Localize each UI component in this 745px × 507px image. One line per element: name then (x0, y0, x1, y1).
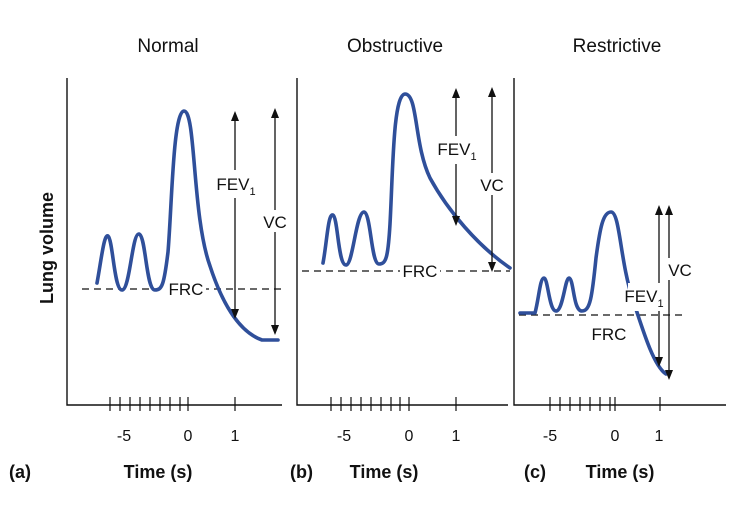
panel-title-obstructive: Obstructive (347, 36, 443, 57)
tick-label-0-normal: 0 (184, 428, 193, 445)
tick-label-1-obstructive: 1 (452, 428, 461, 445)
panel-letter-a: (a) (9, 462, 31, 482)
volume-curve-obstructive (321, 92, 512, 270)
vc-label-restrictive: VC (668, 261, 692, 280)
axis-normal (66, 78, 282, 406)
tick-label-1-restrictive: 1 (655, 428, 664, 445)
tick-label-minus5-obstructive: -5 (337, 428, 351, 445)
volume-curve-normal (95, 109, 280, 342)
y-axis-label: Lung volume (37, 192, 57, 304)
ticks-obstructive (330, 397, 457, 411)
ticks-restrictive (549, 397, 661, 411)
fev1-label-obstructive: FEV1 (437, 140, 476, 163)
panel-title-restrictive: Restrictive (573, 36, 662, 57)
axis-obstructive (296, 78, 508, 406)
frc-label-restrictive: FRC (592, 325, 627, 344)
vc-label-normal: VC (263, 213, 287, 232)
tick-label-minus5-normal: -5 (117, 428, 131, 445)
panel-letter-b: (b) (290, 462, 313, 482)
fev1-label-restrictive: FEV1 (624, 287, 663, 310)
vc-label-obstructive: VC (480, 176, 504, 195)
tick-label-0-obstructive: 0 (405, 428, 414, 445)
panel-obstructive: Obstructive -5 0 1 (b) Time (s) FRC FEV1… (290, 36, 512, 482)
x-axis-label-normal: Time (s) (124, 462, 193, 482)
x-axis-label-restrictive: Time (s) (586, 462, 655, 482)
panel-letter-c: (c) (524, 462, 546, 482)
frc-label-obstructive: FRC (403, 262, 438, 281)
axis-restrictive (513, 78, 726, 406)
panel-title-normal: Normal (137, 36, 198, 57)
panel-normal: Normal -5 0 1 (a) Time (s) FRC FEV1 VC (9, 36, 290, 482)
panel-restrictive: Restrictive -5 0 1 (c) Time (s) FRC FEV1… (513, 36, 726, 482)
tick-label-minus5-restrictive: -5 (543, 428, 557, 445)
tick-label-0-restrictive: 0 (611, 428, 620, 445)
x-axis-label-obstructive: Time (s) (350, 462, 419, 482)
tick-label-1-normal: 1 (231, 428, 240, 445)
fev1-label-normal: FEV1 (216, 175, 255, 198)
frc-label-normal: FRC (169, 280, 204, 299)
ticks-normal (109, 397, 236, 411)
